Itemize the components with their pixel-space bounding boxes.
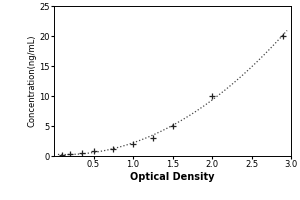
X-axis label: Optical Density: Optical Density xyxy=(130,172,215,182)
Y-axis label: Concentration(ng/mL): Concentration(ng/mL) xyxy=(28,35,37,127)
